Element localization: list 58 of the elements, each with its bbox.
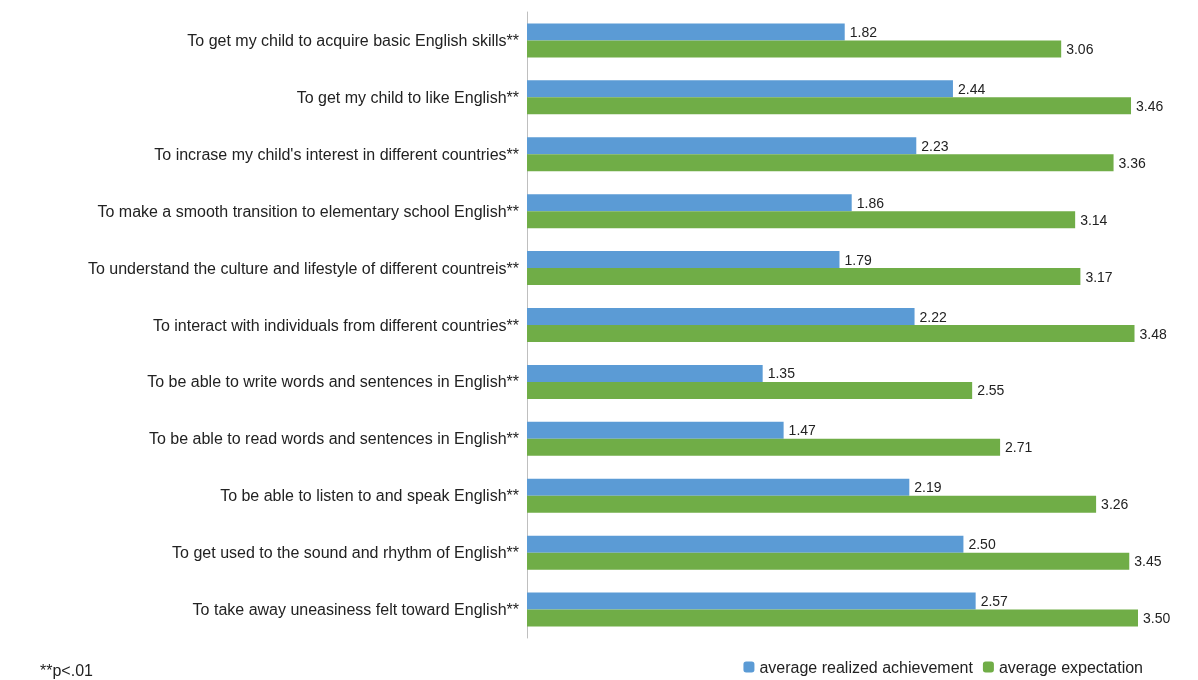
y-tick-label: To be able to read words and sentences in English**: [148, 430, 519, 448]
data-label: 3.50: [1143, 610, 1171, 627]
data-label: 2.23: [921, 137, 949, 154]
bar: [527, 609, 1138, 627]
bar: [527, 438, 1001, 456]
data-label: 2.22: [919, 308, 948, 325]
y-tick-label: To be able to listen to and speak English**: [220, 487, 519, 505]
bar: [527, 137, 917, 155]
bar: [527, 211, 1076, 229]
bar: [527, 381, 973, 399]
bar: [527, 194, 852, 212]
bar: [527, 154, 1114, 172]
y-tick-label: To interact with individuals from different countries**: [152, 316, 519, 334]
data-label: 1.86: [856, 194, 885, 211]
data-label: 3.14: [1080, 211, 1108, 228]
bar: [527, 251, 840, 269]
bar: [527, 535, 964, 553]
y-tick-label: To be able to write words and sentences in English**: [147, 373, 519, 391]
data-label: 1.79: [844, 251, 872, 268]
y-tick-label: To get my child to acquire basic English skills**: [187, 31, 519, 49]
bar: [527, 421, 784, 439]
data-label: 3.46: [1136, 97, 1164, 114]
data-label: 1.35: [767, 365, 796, 382]
data-label: 2.44: [957, 80, 986, 97]
bar: [527, 325, 1135, 342]
data-label: 3.17: [1085, 268, 1113, 285]
data-label: 2.71: [1005, 439, 1033, 456]
bar: [527, 268, 1081, 286]
bar: [527, 592, 976, 610]
y-tick-label: To take away uneasiness felt toward English**: [192, 601, 519, 619]
legend-label: average expectation: [998, 658, 1144, 676]
bar: [527, 80, 953, 98]
data-label: 1.47: [788, 422, 817, 439]
data-label: 3.48: [1139, 325, 1167, 342]
bar: [527, 552, 1130, 570]
bar: [527, 40, 1062, 58]
data-label: 3.36: [1118, 154, 1147, 171]
data-label: 3.45: [1134, 553, 1162, 570]
data-label: 2.19: [914, 479, 942, 496]
bar: [527, 364, 763, 382]
legend-label: average realized achievement: [759, 658, 974, 676]
bar: [527, 23, 845, 41]
y-tick-label: To understand the culture and lifestyle of different countreis**: [87, 259, 519, 277]
y-tick-label: To make a smooth transition to elementary school English**: [97, 202, 519, 220]
data-label: 2.50: [968, 536, 996, 553]
data-label: 3.26: [1101, 496, 1129, 513]
y-tick-label: To get used to the sound and rhythm of English**: [172, 544, 519, 562]
y-tick-label: To incrase my child's interest in different countries**: [154, 145, 519, 163]
bar: [527, 478, 910, 496]
data-label: 1.82: [849, 23, 878, 40]
bar: [527, 97, 1132, 115]
bar: [527, 495, 1097, 513]
bar: [527, 308, 915, 325]
y-tick-label: To get my child to like English**: [296, 88, 519, 106]
data-label: 3.06: [1066, 40, 1094, 57]
data-label: 2.55: [977, 382, 1005, 399]
data-label: 2.57: [980, 593, 1009, 610]
text: **p<.01: [40, 661, 94, 679]
